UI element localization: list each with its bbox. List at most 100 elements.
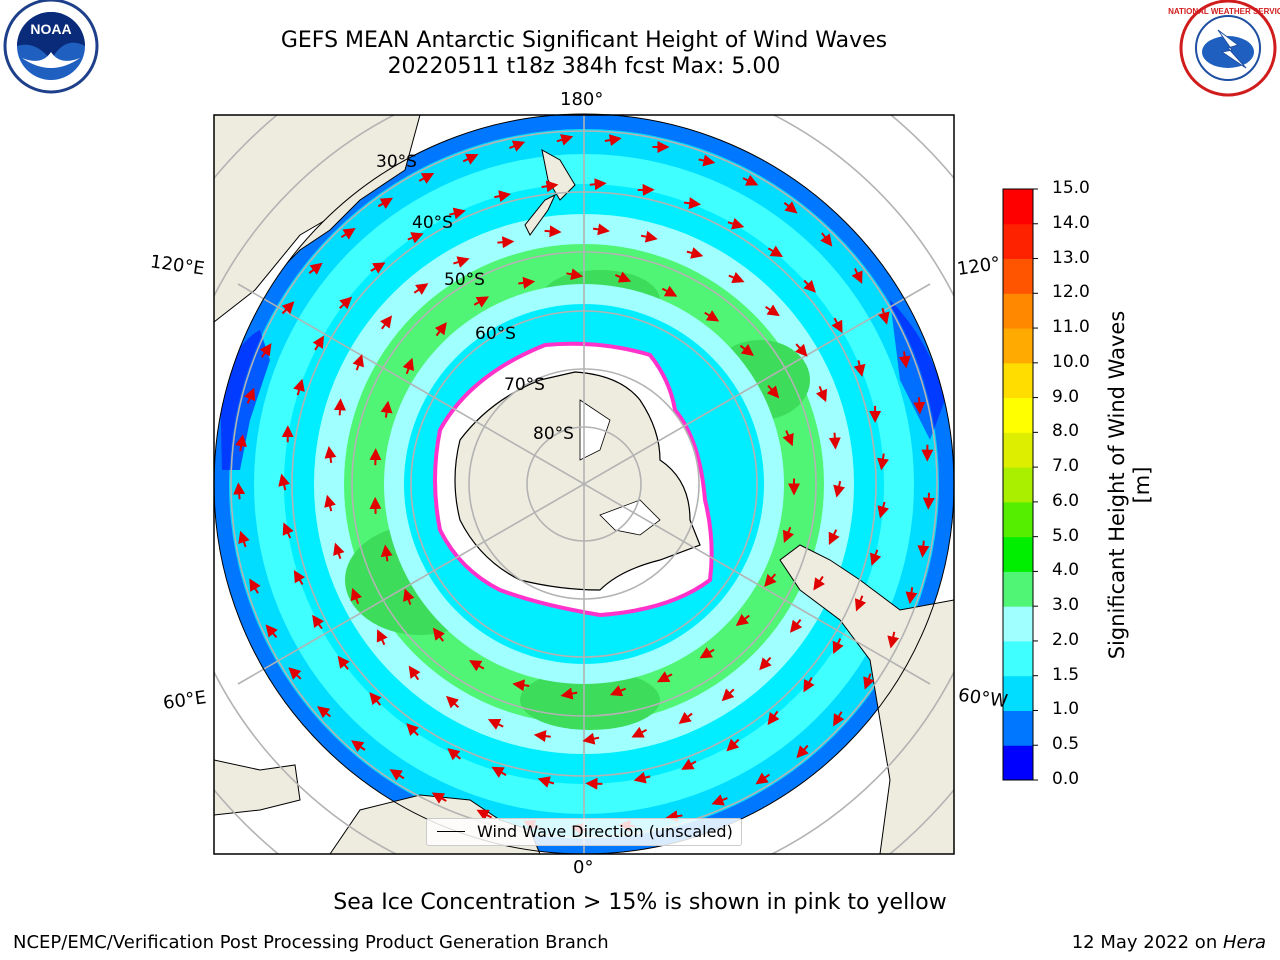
wind-wave-arrow <box>333 542 345 560</box>
wind-wave-arrow <box>333 398 346 416</box>
wind-wave-arrow <box>497 236 515 249</box>
wind-wave-arrow <box>739 343 754 357</box>
wind-wave-arrow <box>681 758 697 770</box>
colorbar-tick-label: 3.0 <box>1052 595 1080 616</box>
svg-text:NATIONAL WEATHER SERVICE: NATIONAL WEATHER SERVICE <box>1168 7 1280 16</box>
colorbar-label: Significant Height of Wind Waves [m] <box>1105 310 1154 660</box>
wind-wave-arrow <box>259 343 272 358</box>
footer-date: 12 May 2022 on Hera <box>1072 932 1266 953</box>
colorbar-swatch <box>1003 467 1033 503</box>
wind-wave-arrow <box>408 665 421 681</box>
map-legend: Wind Wave Direction (unscaled) <box>426 818 742 846</box>
colorbar-tick-label: 6.0 <box>1052 490 1080 511</box>
wind-wave-arrow <box>796 744 809 759</box>
wind-wave-arrow <box>413 283 429 295</box>
wind-wave-arrow <box>434 322 447 337</box>
legend-line-sample <box>437 831 465 832</box>
wind-wave-arrow <box>803 279 816 293</box>
wind-wave-arrow <box>389 769 405 781</box>
wind-wave-arrow <box>288 667 302 680</box>
colorbar-swatch <box>1003 745 1033 781</box>
wind-wave-arrow <box>782 526 795 544</box>
wind-wave-arrow <box>350 587 363 605</box>
wind-wave-arrow <box>379 315 393 330</box>
wind-wave-arrow <box>833 711 845 727</box>
wind-wave-arrow <box>244 387 256 404</box>
colorbar-swatch <box>1003 675 1033 711</box>
colorbar-tick-label: 2.0 <box>1052 629 1080 650</box>
wind-wave-arrow <box>913 397 926 415</box>
wind-wave-arrow <box>698 154 716 167</box>
wind-wave-arrow <box>813 575 826 591</box>
wind-wave-arrow <box>887 631 900 649</box>
wind-wave-arrows <box>233 134 935 835</box>
nws-logo: NATIONAL WEATHER SERVICE <box>1168 0 1280 97</box>
wind-wave-arrow <box>282 522 294 539</box>
wind-wave-arrow <box>604 134 622 147</box>
legend-label: Wind Wave Direction (unscaled) <box>477 822 733 841</box>
colorbar-tick-label: 12.0 <box>1052 282 1090 303</box>
wind-wave-arrow <box>877 453 889 471</box>
wind-wave-arrow <box>278 473 290 491</box>
colorbar-swatch <box>1003 536 1033 572</box>
wind-wave-arrow <box>589 178 607 191</box>
map-area <box>214 115 954 854</box>
wind-wave-arrow <box>592 223 610 236</box>
wind-wave-arrow <box>728 271 745 284</box>
wind-wave-arrow <box>755 772 770 785</box>
wind-wave-arrow <box>905 587 918 605</box>
wind-wave-arrow <box>832 638 844 655</box>
wind-wave-arrow <box>509 140 526 152</box>
wind-wave-arrow <box>661 285 678 297</box>
wind-wave-arrow <box>312 335 325 351</box>
wind-wave-arrow <box>609 685 626 697</box>
wind-wave-arrow <box>898 351 911 369</box>
colorbar-swatch <box>1003 606 1033 642</box>
wind-wave-arrow <box>582 732 600 745</box>
wind-wave-arrow <box>631 726 648 738</box>
wind-wave-arrow <box>293 378 305 396</box>
wind-wave-arrow <box>376 629 388 646</box>
wind-wave-arrow <box>917 540 930 558</box>
wind-wave-arrow <box>615 271 632 283</box>
wind-wave-arrow <box>308 262 323 275</box>
wind-wave-arrow <box>828 529 840 545</box>
colorbar-tick-label: 11.0 <box>1052 317 1090 338</box>
wind-wave-arrow <box>686 247 704 259</box>
wind-wave-arrow <box>352 354 364 371</box>
lat-label-70: 70°S <box>504 375 545 395</box>
wind-wave-arrow <box>431 792 447 804</box>
wind-wave-arrow <box>726 738 740 752</box>
wind-wave-arrow <box>833 480 845 498</box>
wind-wave-arrow <box>783 201 798 214</box>
wind-wave-arrow <box>633 771 651 784</box>
wind-wave-arrow <box>447 748 462 761</box>
figure-subtitle: 20220511 t18z 384h fcst Max: 5.00 <box>387 54 781 79</box>
wind-wave-arrow <box>678 711 693 724</box>
wind-wave-arrow <box>704 310 720 322</box>
colorbar <box>1002 188 1038 781</box>
wind-wave-arrow <box>370 262 386 274</box>
lat-label-40: 40°S <box>412 213 453 233</box>
wind-wave-arrow <box>491 766 507 778</box>
wind-wave-arrow <box>407 232 424 244</box>
wind-wave-arrow <box>324 445 337 463</box>
wind-wave-arrow <box>795 343 808 357</box>
wind-wave-arrow <box>683 197 702 210</box>
wind-wave-arrow <box>233 482 246 500</box>
colorbar-swatch <box>1003 293 1033 329</box>
wind-wave-arrow <box>380 400 393 418</box>
colorbar-tick-label: 1.0 <box>1052 699 1080 720</box>
wind-wave-arrow <box>533 730 551 743</box>
wind-wave-arrow <box>820 232 833 247</box>
colorbar-swatch <box>1003 432 1033 468</box>
wind-wave-arrow <box>432 627 445 642</box>
lat-label-30: 30°S <box>376 152 417 172</box>
wind-wave-arrow <box>238 530 250 548</box>
wind-wave-arrow <box>312 614 324 630</box>
wind-wave-arrow <box>699 647 715 659</box>
wind-wave-arrow <box>293 569 306 586</box>
lon-label-top: 180° <box>560 89 604 110</box>
wind-wave-arrow <box>494 190 511 203</box>
colorbar-tick-label: 5.0 <box>1052 525 1080 546</box>
